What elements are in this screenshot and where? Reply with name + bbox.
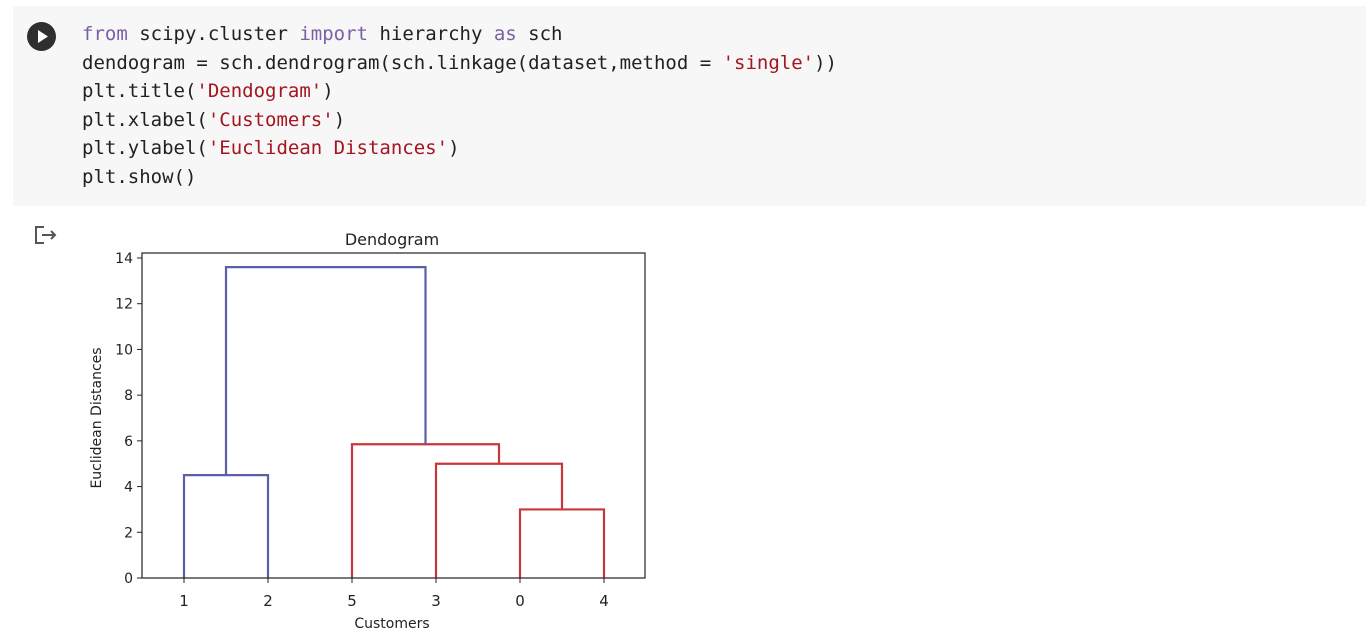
y-tick-label: 2: [124, 525, 133, 541]
x-axis-label: Customers: [354, 616, 429, 632]
code-string: 'Customers': [207, 108, 334, 131]
code-string: 'Dendogram': [196, 80, 323, 103]
code-token: )): [814, 51, 837, 74]
code-token: plt.title(: [82, 80, 197, 103]
y-tick-label: 0: [124, 571, 133, 587]
code-keyword: import: [299, 23, 368, 45]
dendrogram-link: [224, 266, 427, 476]
code-cell[interactable]: [13, 6, 1366, 206]
code-line: plt.ylabel('Euclidean Distances'): [82, 134, 837, 163]
code-keyword: from: [82, 23, 128, 45]
code-token: ): [448, 137, 460, 160]
code-token: ): [322, 80, 334, 103]
chart-title: Dendogram: [345, 230, 439, 249]
y-axis-label: Euclidean Distances: [89, 347, 105, 488]
y-tick-label: 8: [124, 388, 133, 404]
x-tick-label: 0: [515, 592, 525, 610]
code-line: plt.show(): [82, 163, 837, 192]
y-tick-label: 14: [115, 251, 133, 267]
code-keyword: as: [493, 23, 517, 45]
y-tick-label: 10: [115, 342, 133, 358]
x-tick-label: 3: [431, 592, 441, 610]
play-icon: [38, 30, 48, 43]
dendrogram-link: [518, 508, 606, 578]
code-token: hierarchy: [368, 23, 494, 45]
run-cell-button[interactable]: [27, 22, 56, 51]
code-line: plt.title('Dendogram'): [82, 77, 837, 106]
y-tick-label: 4: [124, 480, 133, 496]
y-tick-label: 12: [115, 297, 133, 313]
x-tick-label: 1: [179, 592, 189, 610]
output-redirect-icon: [35, 226, 57, 244]
code-token: plt.ylabel(: [82, 137, 208, 160]
x-tick-label: 5: [347, 592, 357, 610]
code-token: plt.show(): [82, 165, 197, 188]
code-line: plt.xlabel('Customers'): [82, 106, 837, 135]
x-tick-label: 2: [263, 592, 273, 610]
code-editor[interactable]: from scipy.cluster import hierarchy as s…: [82, 20, 837, 192]
code-line: from scipy.cluster import hierarchy as s…: [82, 20, 837, 49]
dendrogram-link: [434, 462, 564, 578]
code-string: 'Euclidean Distances': [207, 137, 449, 160]
y-tick-label: 6: [124, 434, 133, 450]
code-string: 'single': [722, 51, 815, 74]
x-tick-label: 4: [599, 592, 609, 610]
code-line: dendogram = sch.dendrogram(sch.linkage(d…: [82, 49, 837, 78]
dendrogram-link: [182, 474, 270, 578]
code-token: ): [333, 108, 346, 131]
code-token: plt.xlabel(: [82, 108, 208, 131]
code-token: scipy.cluster: [127, 23, 300, 45]
code-token: dendogram = sch.dendrogram(sch.linkage(d…: [82, 51, 723, 74]
code-token: sch: [516, 23, 563, 45]
plot-frame: [141, 252, 646, 579]
dendrogram-chart: Dendogram Customers Euclidean Distances …: [89, 230, 646, 632]
